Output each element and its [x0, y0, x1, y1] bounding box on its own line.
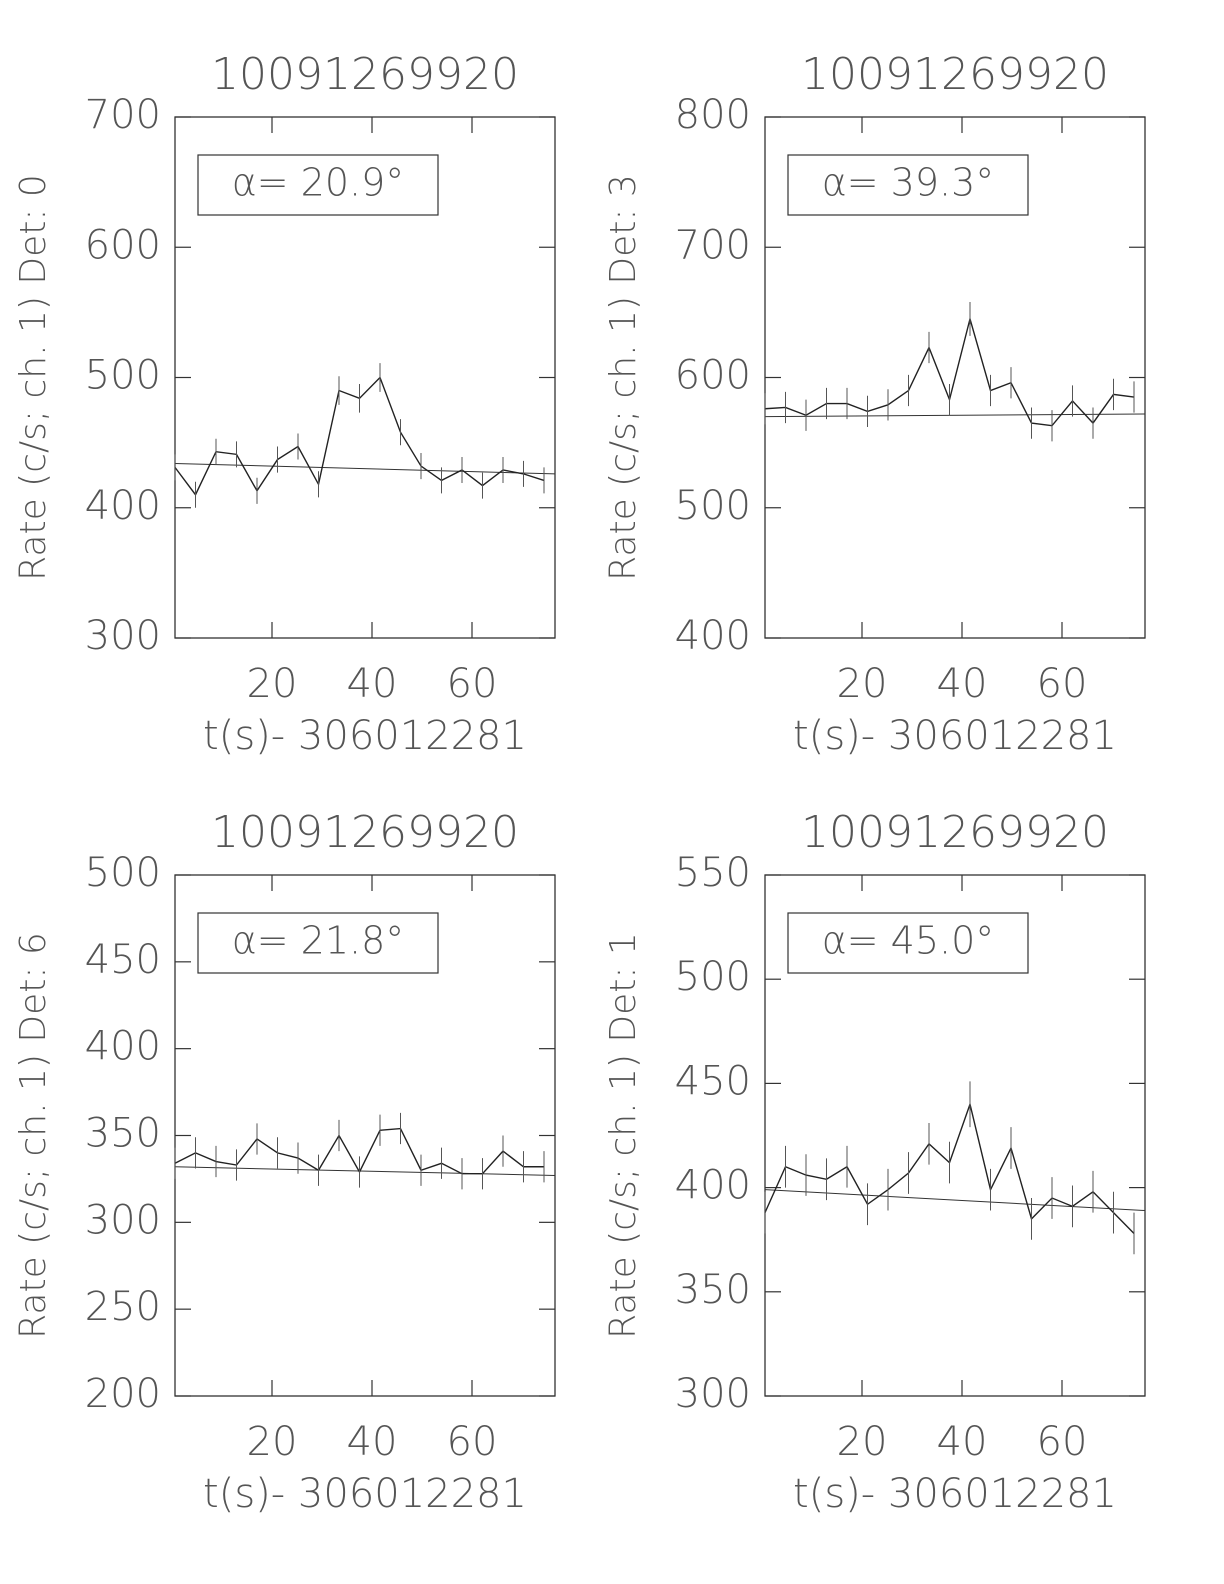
trend-line — [174, 462, 556, 475]
annotation: α= 39.3° — [822, 161, 995, 205]
y-tick-label: 600 — [675, 353, 751, 399]
x-axis-label: t(s)- 306012281 — [203, 1471, 527, 1517]
y-tick-label: 400 — [85, 483, 161, 529]
x-tick-label: 40 — [347, 1419, 398, 1465]
chart-title: 10091269920 — [211, 49, 519, 100]
x-tick-label: 20 — [247, 1419, 298, 1465]
y-tick-label: 400 — [85, 1024, 161, 1070]
x-axis-label: t(s)- 306012281 — [793, 1471, 1117, 1517]
x-tick-label: 60 — [447, 1419, 498, 1465]
y-tick-label: 500 — [675, 483, 751, 529]
y-tick-label: 500 — [675, 954, 751, 1000]
x-tick-label: 60 — [447, 661, 498, 707]
y-tick-label: 550 — [675, 850, 751, 896]
chart-title: 10091269920 — [801, 807, 1109, 858]
y-axis-label: Rate (c/s; ch. 1) Det: 6 — [13, 932, 54, 1339]
y-tick-label: 300 — [85, 613, 161, 659]
x-axis-label: t(s)- 306012281 — [793, 713, 1117, 759]
y-tick-label: 700 — [85, 92, 161, 138]
annotation: α= 45.0° — [822, 919, 995, 963]
plot-frame — [764, 874, 1146, 1397]
annotation-box — [787, 912, 1029, 974]
x-tick-label: 20 — [247, 661, 298, 707]
y-tick-label: 250 — [85, 1284, 161, 1330]
y-tick-label: 450 — [675, 1058, 751, 1104]
chart-title: 10091269920 — [801, 49, 1109, 100]
y-axis-label: Rate (c/s; ch. 1) Det: 1 — [603, 932, 644, 1339]
y-tick-label: 350 — [675, 1267, 751, 1313]
y-tick-label: 350 — [85, 1111, 161, 1157]
y-tick-label: 300 — [675, 1371, 751, 1417]
y-tick-label: 400 — [675, 613, 751, 659]
annotation-box — [197, 912, 439, 974]
x-tick-label: 40 — [347, 661, 398, 707]
annotation-box — [787, 154, 1029, 216]
chart-title: 10091269920 — [211, 807, 519, 858]
x-axis-label: t(s)- 306012281 — [203, 713, 527, 759]
y-tick-label: 700 — [675, 222, 751, 268]
x-tick-label: 60 — [1037, 1419, 1088, 1465]
y-tick-label: 300 — [85, 1197, 161, 1243]
trend-line — [174, 1166, 556, 1176]
y-tick-label: 600 — [85, 222, 161, 268]
y-tick-label: 500 — [85, 850, 161, 896]
trend-line — [764, 413, 1146, 418]
x-tick-label: 40 — [937, 1419, 988, 1465]
x-tick-label: 20 — [837, 661, 888, 707]
y-tick-label: 800 — [675, 92, 751, 138]
y-axis-label: Rate (c/s; ch. 1) Det: 3 — [603, 174, 644, 581]
x-tick-label: 20 — [837, 1419, 888, 1465]
y-tick-label: 400 — [675, 1163, 751, 1209]
trend-line — [764, 1189, 1146, 1212]
annotation-box — [197, 154, 439, 216]
annotation: α= 21.8° — [232, 919, 405, 963]
y-tick-label: 200 — [85, 1371, 161, 1417]
x-tick-label: 40 — [937, 661, 988, 707]
y-tick-label: 450 — [85, 937, 161, 983]
annotation: α= 20.9° — [232, 161, 405, 205]
y-axis-label: Rate (c/s; ch. 1) Det: 0 — [13, 174, 54, 581]
y-tick-label: 500 — [85, 353, 161, 399]
x-tick-label: 60 — [1037, 661, 1088, 707]
